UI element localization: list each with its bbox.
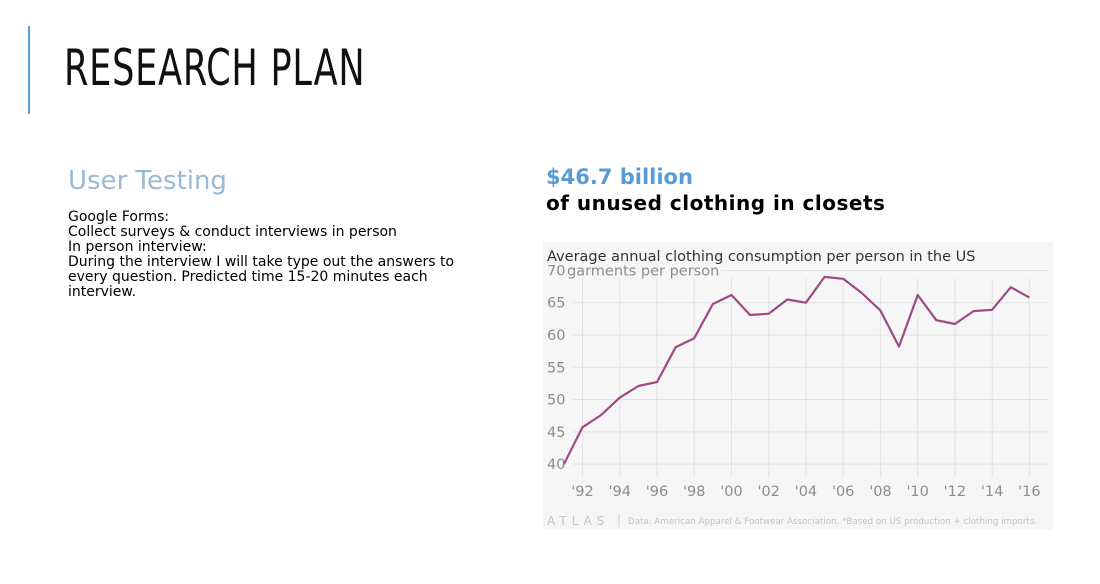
x-tick-label: '12 [944,484,966,500]
body-line-google-forms: Google Forms: [68,209,170,225]
chart-title: Average annual clothing consumption per … [547,249,975,265]
x-tick-label: '08 [869,484,891,500]
x-tick-label: '10 [906,484,928,500]
clothing-consumption-chart: Average annual clothing consumption per … [547,249,1048,528]
title-accent-bar [28,26,30,114]
body-line-interview-2: every question. Predicted time 15-20 min… [68,269,428,285]
x-tick-label: '00 [720,484,742,500]
grid-layer [573,269,1048,477]
y-tick-label: 40 [547,457,565,473]
y-tick-label: 50 [547,393,565,409]
x-tick-label: '06 [832,484,854,500]
y-tick-label: 65 [547,296,565,312]
body-line-interview-3: interview. [68,284,137,300]
y-tick-label: 45 [547,425,565,441]
x-tick-label: '14 [981,484,1003,500]
y-tick-label: 55 [547,360,565,376]
x-tick-label: '92 [571,484,593,500]
series-layer [562,275,1030,465]
y-axis-unit-label: garments per person [567,263,719,279]
source-note: Data: American Apparel & Footwear Associ… [628,517,1037,527]
statistic-block: $46.7 billion of unused clothing in clos… [546,164,885,216]
body-line-in-person: In person interview: [68,239,207,255]
y-tick-label: 60 [547,328,565,344]
series-line [562,275,1030,465]
chart-panel: Average annual clothing consumption per … [543,242,1053,530]
slide-title: RESEARCH PLAN [64,39,366,97]
y-tick-label: 70 [547,263,565,279]
body-line-collect-surveys: Collect surveys & conduct interviews in … [68,224,397,240]
x-tick-label: '98 [683,484,705,500]
x-tick-label: '96 [646,484,668,500]
body-line-interview-1: During the interview I will take type ou… [68,254,455,270]
user-testing-section: User Testing Google Forms: Collect surve… [68,164,498,300]
x-tick-label: '16 [1018,484,1040,500]
x-tick-label: '04 [795,484,817,500]
stat-value: $46.7 billion [546,165,693,189]
section-heading: User Testing [68,166,227,196]
atlas-logo: ATLAS [547,514,609,528]
x-tick-labels: '92 '94 '96 '98 '00 '02 '04 '06 '08 '10 '12 '14 '16 [571,484,1040,500]
x-tick-label: '02 [757,484,779,500]
y-tick-labels: 40 45 50 55 60 65 70 garments per person [547,263,719,473]
x-tick-label: '94 [609,484,631,500]
stat-caption: of unused clothing in closets [546,191,886,215]
